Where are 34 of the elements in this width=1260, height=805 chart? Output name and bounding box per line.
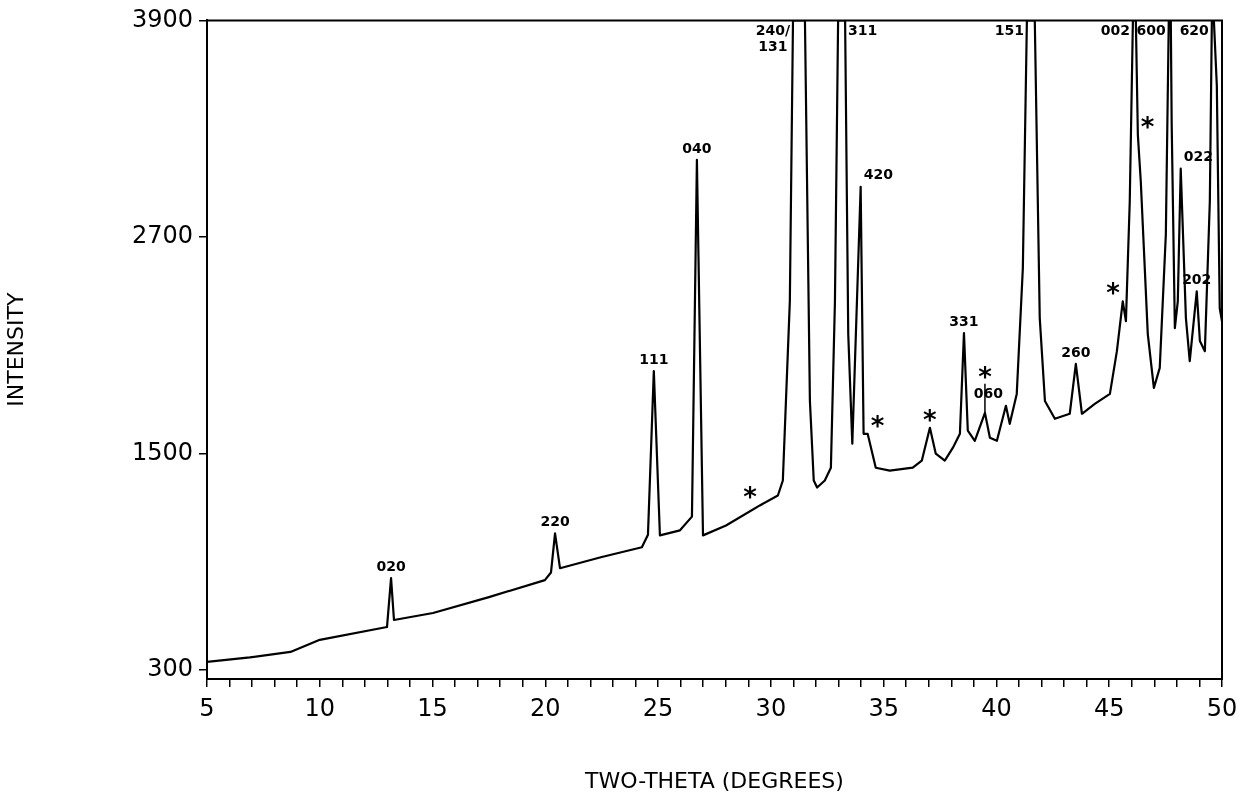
x-tick-label: 15 <box>417 693 448 722</box>
y-tick-label: 2700 <box>131 221 193 250</box>
annotation: 020 <box>376 557 406 574</box>
annotation: 311 <box>848 22 878 39</box>
x-axis-title: TWO-THETA (DEGREES) <box>584 767 844 793</box>
x-tick-label: 5 <box>199 693 215 722</box>
annotation: 600 <box>1136 22 1167 39</box>
annotation: 331 <box>949 312 979 329</box>
y-tick-label: 1500 <box>131 437 193 466</box>
x-tick-label: 30 <box>755 693 787 722</box>
annotation: * <box>870 410 885 441</box>
x-tick-label: 25 <box>642 693 674 722</box>
x-tick-label: 45 <box>1093 693 1125 722</box>
x-tick-label: 40 <box>981 693 1012 722</box>
annotation: 240/ 131 <box>755 22 791 55</box>
annotation: 002 <box>1100 22 1130 39</box>
y-axis-title: INTENSITY <box>2 292 28 407</box>
annotation: 220 <box>540 513 570 530</box>
y-tick-label: 300 <box>147 654 193 683</box>
annotation: 111 <box>639 350 669 367</box>
annotation: 620 <box>1179 22 1210 39</box>
x-tick-label: 35 <box>868 693 899 722</box>
annotation: * <box>743 482 758 513</box>
annotation: 151 <box>994 22 1024 39</box>
annotation: * <box>1140 111 1155 142</box>
annotation: * <box>923 404 938 435</box>
x-tick-label: 50 <box>1206 693 1238 722</box>
x-tick-label: 20 <box>530 693 561 722</box>
annotation: 420 <box>863 166 894 183</box>
annotation: 260 <box>1061 343 1091 360</box>
y-tick-label: 3900 <box>131 4 193 33</box>
annotation: * <box>1106 278 1121 309</box>
x-tick-label: 10 <box>304 693 336 722</box>
annotation: 040 <box>682 139 712 156</box>
